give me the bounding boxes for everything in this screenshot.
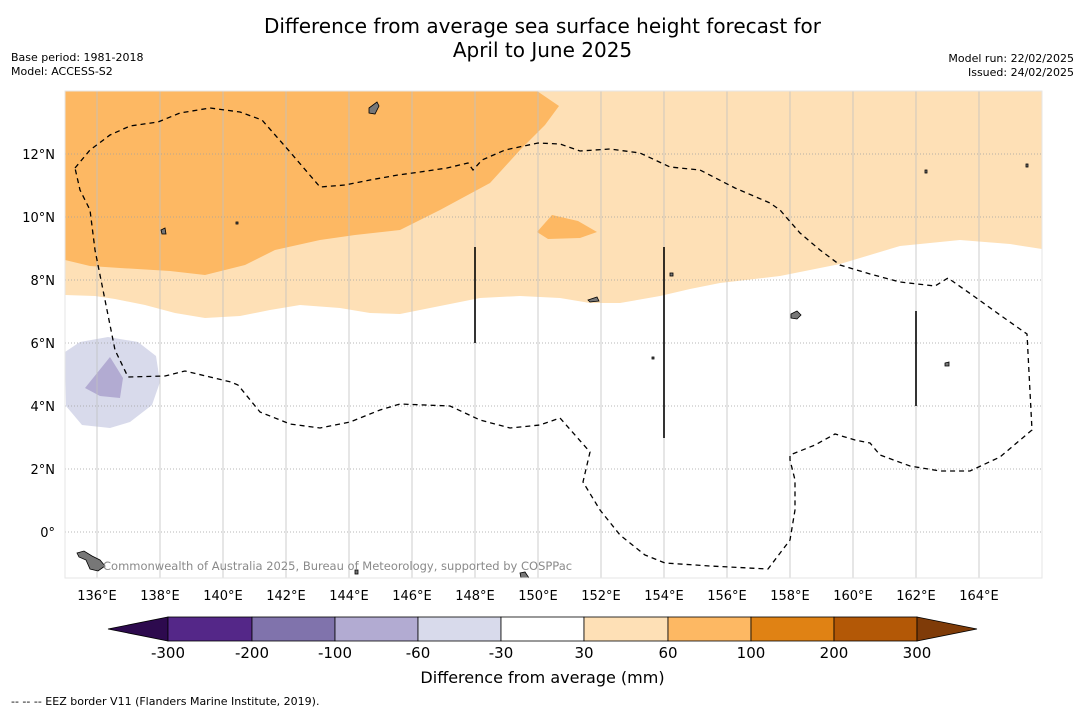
island-islet-e <box>924 169 928 174</box>
lon-label: 158°E <box>770 589 810 604</box>
lon-label: 162°E <box>896 589 936 604</box>
longitude-labels: 136°E 138°E 140°E 142°E 144°E 146°E 148°… <box>77 589 999 604</box>
anomaly-zone-60-100 <box>65 91 559 275</box>
island-islet-h <box>354 569 359 575</box>
lon-label: 146°E <box>392 589 432 604</box>
copyright-watermark: Commonwealth of Australia 2025, Bureau o… <box>103 559 572 573</box>
run-info: Model run: 22/02/2025 Issued: 24/02/2025 <box>948 52 1074 80</box>
lon-label: 154°E <box>644 589 684 604</box>
colorbar-extend-high <box>916 616 978 642</box>
lon-label: 148°E <box>455 589 495 604</box>
colorbar-tick: 100 <box>737 644 766 662</box>
island-islet-g <box>651 356 655 360</box>
island-islet-d <box>235 221 239 225</box>
lat-label: 10°N <box>22 211 55 226</box>
colorbar-segment <box>833 616 918 642</box>
lon-label: 140°E <box>203 589 243 604</box>
eez-footnote: -- -- -- EEZ border V11 (Flanders Marine… <box>11 695 320 708</box>
lon-label: 164°E <box>959 589 999 604</box>
lon-label: 150°E <box>518 589 558 604</box>
island-islet-c <box>669 272 674 277</box>
latitude-labels: 12°N 10°N 8°N 6°N 4°N 2°N 0° <box>22 148 55 541</box>
colorbar-segment <box>251 616 336 642</box>
model-run-text: Model run: 22/02/2025 <box>948 52 1074 65</box>
lat-label: 2°N <box>31 463 56 478</box>
colorbar-tick: -300 <box>151 644 185 662</box>
colorbar-segment <box>417 616 502 642</box>
colorbar-segment <box>334 616 419 642</box>
colorbar-tick: 200 <box>820 644 849 662</box>
map-title: Difference from average sea surface heig… <box>0 14 1085 62</box>
map-frame <box>64 90 1043 579</box>
eez-borders <box>74 107 1033 570</box>
lon-label: 144°E <box>329 589 369 604</box>
lon-label: 160°E <box>833 589 873 604</box>
colorbar-label: Difference from average (mm) <box>420 668 665 687</box>
island-new-guinea-north <box>76 550 106 572</box>
eez-border-north <box>74 107 1033 570</box>
colorbar-tick: -60 <box>406 644 431 662</box>
lon-label: 136°E <box>77 589 117 604</box>
base-period-text: Base period: 1981-2018 <box>11 51 144 64</box>
colorbar-segment <box>667 616 752 642</box>
colorbar-extend-low <box>107 616 169 642</box>
colorbar-ticks: -300 -200 -100 -60 -30 30 60 100 200 300 <box>151 644 931 662</box>
colorbar-segment <box>167 616 253 642</box>
lat-label: 6°N <box>31 337 56 352</box>
island-pohnpei <box>790 310 802 320</box>
title-line-2: April to June 2025 <box>452 38 633 62</box>
colorbar-segment <box>750 616 835 642</box>
lon-label: 152°E <box>581 589 621 604</box>
island-islet-b <box>587 296 600 303</box>
lat-label: 12°N <box>22 148 55 163</box>
island-kosrae <box>944 361 950 367</box>
colorbar-tick: 60 <box>658 644 677 662</box>
lon-label: 138°E <box>140 589 180 604</box>
island-islet-a <box>519 571 530 578</box>
colorbar-tick: 300 <box>903 644 932 662</box>
lat-label: 0° <box>40 526 55 541</box>
colorbar-tick: 30 <box>574 644 593 662</box>
lat-label: 8°N <box>31 274 56 289</box>
island-yap <box>160 227 167 235</box>
colorbar-tick: -200 <box>235 644 269 662</box>
issued-text: Issued: 24/02/2025 <box>967 66 1074 79</box>
lon-label: 142°E <box>266 589 306 604</box>
colorbar-tick: -30 <box>489 644 514 662</box>
latitude-gridlines <box>65 153 1042 533</box>
colorbar-segment <box>500 616 585 642</box>
lat-label: 4°N <box>31 400 56 415</box>
base-info: Base period: 1981-2018 Model: ACCESS-S2 <box>11 51 143 79</box>
colorbar <box>107 616 978 642</box>
island-guam <box>368 101 380 115</box>
anomaly-zone-neg-60-100 <box>85 357 123 398</box>
title-line-1: Difference from average sea surface heig… <box>263 14 822 38</box>
colorbar-tick: -100 <box>318 644 352 662</box>
anomaly-patch-60-100 <box>537 215 597 239</box>
colorbar-segment <box>583 616 669 642</box>
lon-label: 156°E <box>707 589 747 604</box>
model-text: Model: ACCESS-S2 <box>11 65 113 78</box>
boundary-segments <box>474 247 917 438</box>
land-islands <box>76 101 1029 578</box>
map-plot-area: Commonwealth of Australia 2025, Bureau o… <box>65 91 1042 578</box>
island-islet-f <box>1025 163 1029 168</box>
